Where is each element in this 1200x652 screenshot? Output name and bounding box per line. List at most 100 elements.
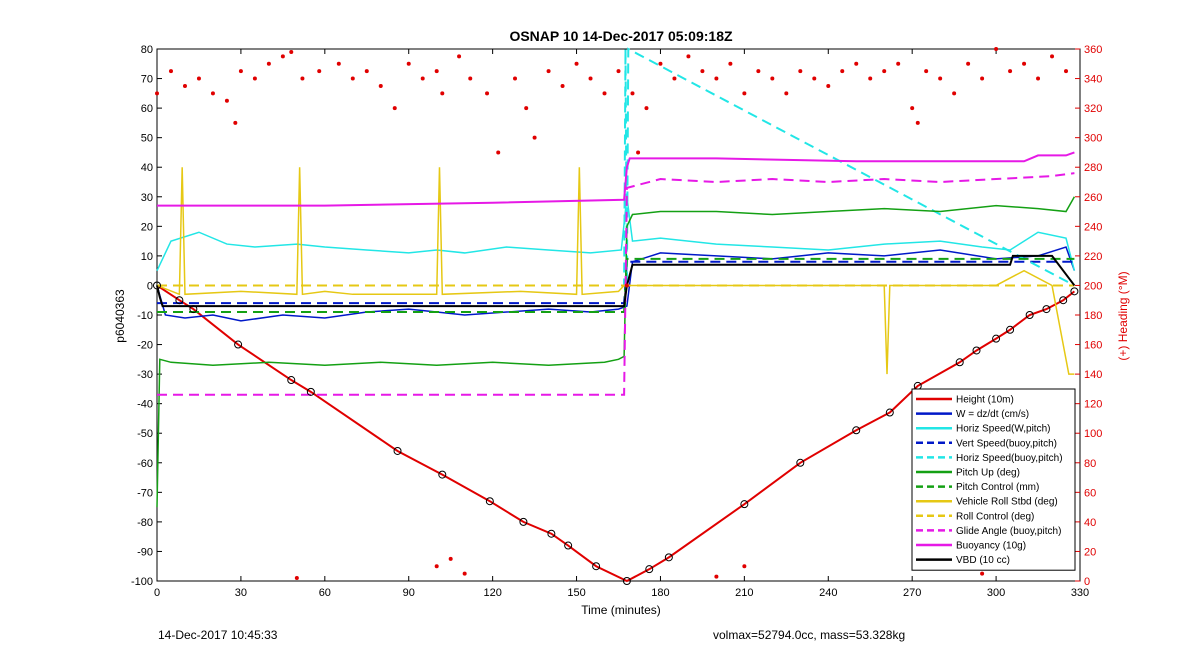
legend-entry: Horiz Speed(buoy,pitch)	[956, 453, 1063, 464]
series-point-heading-m	[406, 61, 411, 66]
legend-entry: W = dz/dt (cm/s)	[956, 409, 1029, 420]
chart-title: OSNAP 10 14-Dec-2017 05:09:18Z	[509, 28, 733, 44]
series-point-heading-m	[1008, 69, 1013, 74]
height-marker	[438, 470, 447, 479]
height-marker	[519, 517, 528, 526]
y-tick-label: -70	[137, 487, 153, 499]
x-tick-label: 330	[1071, 587, 1089, 599]
series-point-heading-m	[966, 61, 971, 66]
y-tick-label: -80	[137, 517, 153, 529]
series-point-heading-m	[812, 76, 817, 81]
y2-tick-label: 80	[1084, 458, 1096, 470]
height-marker	[1025, 311, 1034, 319]
y-tick-label: 80	[141, 44, 153, 56]
series-point-heading-m	[524, 106, 529, 111]
series-point-heading-m	[686, 54, 691, 59]
height-marker	[852, 426, 861, 435]
y-tick-label: 0	[147, 280, 153, 292]
series-point-heading-m	[233, 120, 238, 125]
series-point-heading-m	[238, 69, 243, 74]
series-point-heading-m	[840, 69, 845, 74]
series-point-heading-m	[756, 69, 761, 74]
series-point-heading-m	[420, 76, 425, 81]
legend-entry: Horiz Speed(W,pitch)	[956, 424, 1050, 435]
height-marker	[955, 358, 964, 367]
y2-tick-label: 120	[1084, 399, 1102, 411]
series-point-heading-m	[462, 571, 467, 576]
series-point-heading-m	[924, 69, 929, 74]
series-point-heading-m	[574, 61, 579, 66]
series-point-heading-m	[636, 150, 641, 155]
footer-timestamp: 14-Dec-2017 10:45:33	[158, 628, 278, 642]
series-point-heading-m	[155, 91, 159, 96]
legend-entry: Vert Speed(buoy,pitch)	[956, 438, 1057, 449]
series-point-heading-m	[826, 83, 831, 88]
series-point-heading-m	[798, 69, 803, 74]
y-tick-label: 20	[141, 221, 153, 233]
legend-entry: Height (10m)	[956, 395, 1014, 406]
x-tick-label: 30	[235, 587, 247, 599]
series-point-heading-m	[168, 69, 173, 74]
height-marker	[592, 562, 601, 571]
series-point-heading-m	[364, 69, 369, 74]
series-point-heading-m	[938, 76, 943, 81]
series-point-heading-m	[980, 76, 985, 81]
y-tick-label: -60	[137, 458, 153, 470]
series-point-heading-m	[882, 69, 887, 74]
series-point-heading-m	[624, 283, 629, 288]
height-marker	[796, 458, 805, 467]
height-marker	[664, 553, 673, 562]
series-point-heading-m	[289, 49, 294, 54]
legend-entry: Vehicle Roll Stbd (deg)	[956, 497, 1058, 508]
x-tick-label: 300	[987, 587, 1005, 599]
y2-tick-label: 180	[1084, 310, 1102, 322]
x-tick-label: 180	[651, 587, 669, 599]
y-tick-label: 60	[141, 103, 153, 115]
series-point-heading-m	[868, 76, 873, 81]
y2-tick-label: 200	[1084, 280, 1102, 292]
series-point-heading-m	[280, 54, 285, 59]
y-tick-label: 70	[141, 74, 153, 86]
series-point-heading-m	[714, 76, 719, 81]
y2-tick-label: 60	[1084, 487, 1096, 499]
series-point-heading-m	[980, 571, 985, 576]
series-point-heading-m	[266, 61, 271, 66]
series-line-vehicle-roll-stbd-deg	[156, 167, 1075, 375]
series-point-heading-m	[602, 91, 607, 96]
y2-tick-label: 280	[1084, 162, 1102, 174]
plot-area: 0 30 60 90 120 150 180 210 240 270 300 330-100-90-8…	[131, 44, 1102, 599]
height-marker	[992, 334, 1001, 343]
series-point-heading-m	[1036, 76, 1041, 81]
y-tick-label: 30	[141, 192, 153, 204]
height-marker	[1070, 287, 1079, 296]
series-point-heading-m	[588, 76, 593, 81]
series-point-heading-m	[378, 83, 383, 88]
series-point-heading-m	[672, 76, 677, 81]
height-marker	[393, 446, 402, 455]
height-marker	[287, 376, 296, 385]
series-point-heading-m	[546, 69, 551, 74]
y-tick-label: -90	[137, 546, 153, 558]
height-marker	[885, 408, 894, 417]
series-point-heading-m	[513, 76, 518, 81]
legend-box	[911, 388, 1076, 571]
y2-tick-label: 300	[1084, 133, 1102, 145]
series-point-heading-m	[224, 98, 229, 103]
series-point-heading-m	[896, 61, 901, 66]
x-tick-label: 60	[319, 587, 331, 599]
height-marker	[1042, 305, 1051, 314]
x-tick-label: 90	[403, 587, 415, 599]
height-marker	[175, 296, 184, 305]
y-tick-label: 50	[141, 133, 153, 145]
series-point-heading-m	[616, 69, 621, 74]
height-marker	[564, 541, 573, 550]
series-line-pitch-control-mm	[157, 257, 1075, 314]
y-axis-label: p6040363	[113, 289, 127, 343]
series-point-heading-m	[434, 564, 439, 569]
series-point-heading-m	[210, 91, 215, 96]
legend-entry: Buoyancy (10g)	[956, 541, 1026, 552]
y2-tick-label: 360	[1084, 44, 1102, 56]
series-point-heading-m	[485, 91, 490, 96]
series-point-heading-m	[915, 120, 920, 125]
series-point-heading-m	[252, 76, 257, 81]
